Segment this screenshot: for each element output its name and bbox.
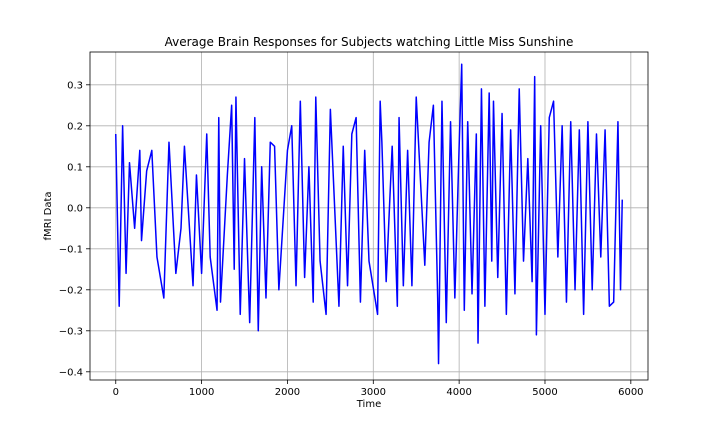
y-tick-label: −0.4 xyxy=(59,367,83,378)
x-axis-label: Time xyxy=(356,399,381,410)
chart-title: Average Brain Responses for Subjects wat… xyxy=(165,35,574,49)
y-tick-label: −0.1 xyxy=(59,244,83,255)
y-tick-label: −0.2 xyxy=(59,285,83,296)
series-line-0 xyxy=(115,63,623,365)
x-tick-label: 6000 xyxy=(618,387,643,398)
y-tick-label: 0.1 xyxy=(67,162,83,173)
y-tick-label: 0.0 xyxy=(67,203,83,214)
y-tick-label: −0.3 xyxy=(59,326,83,337)
x-tick-label: 2000 xyxy=(275,387,300,398)
y-axis-label: fMRI Data xyxy=(43,191,54,240)
x-tick-label: 3000 xyxy=(361,387,386,398)
plot-frame xyxy=(89,51,649,381)
x-tick-label: 1000 xyxy=(189,387,214,398)
x-tick-label: 0 xyxy=(113,387,119,398)
series-layer xyxy=(115,63,623,365)
y-tick-label: 0.3 xyxy=(67,80,83,91)
y-tick-label: 0.2 xyxy=(67,121,83,132)
axis-ticks: 0 1000 2000 3000 4000 5000 6000 −0.4 −0.3 −0.2 −0.… xyxy=(59,80,644,398)
x-tick-label: 4000 xyxy=(446,387,471,398)
x-tick-label: 5000 xyxy=(532,387,557,398)
